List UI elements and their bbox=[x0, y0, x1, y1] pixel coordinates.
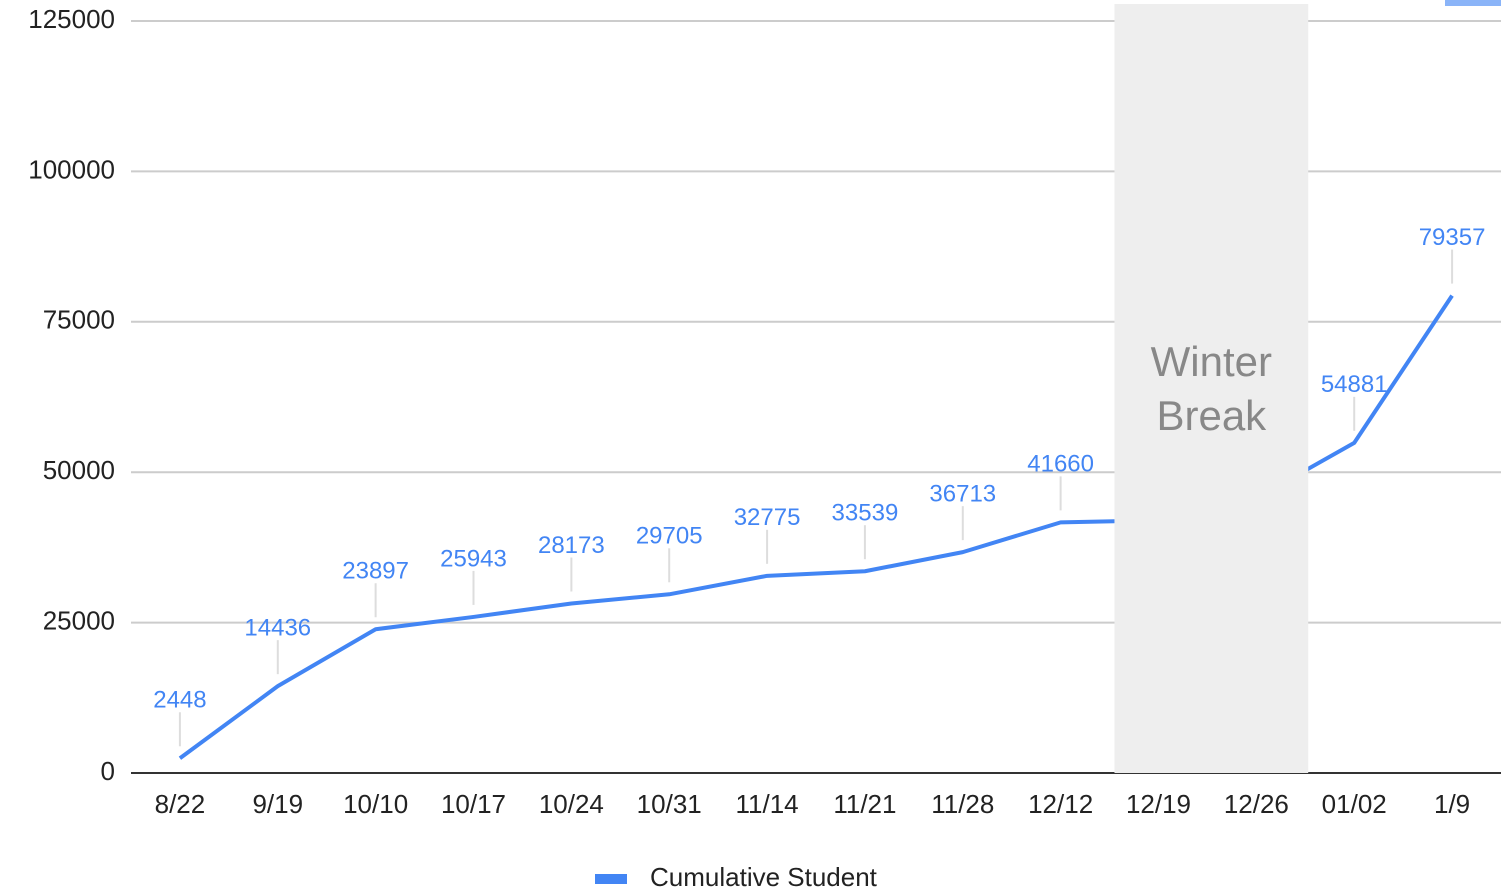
x-tick-label: 1/9 bbox=[1434, 789, 1470, 819]
x-tick-label: 9/19 bbox=[252, 789, 303, 819]
x-tick-label: 12/19 bbox=[1126, 789, 1191, 819]
x-tick-label: 11/21 bbox=[833, 789, 896, 819]
legend-swatch bbox=[595, 874, 627, 884]
data-label: 32775 bbox=[734, 504, 801, 531]
y-tick-label: 100000 bbox=[28, 154, 115, 184]
y-tick-label: 125000 bbox=[28, 4, 115, 34]
x-tick-label: 01/02 bbox=[1322, 789, 1387, 819]
y-tick-label: 75000 bbox=[43, 305, 115, 335]
annotation: Winter Break bbox=[1150, 338, 1272, 439]
data-label: 14436 bbox=[244, 614, 311, 641]
data-label: 33539 bbox=[832, 500, 899, 527]
x-tick-label: 11/14 bbox=[736, 789, 799, 819]
x-tick-label: 10/10 bbox=[343, 789, 408, 819]
annotation-box bbox=[1114, 4, 1309, 773]
y-tick-label: 50000 bbox=[43, 455, 115, 485]
data-label: 25943 bbox=[440, 545, 507, 572]
data-label: 79357 bbox=[1419, 224, 1486, 251]
x-tick-label: 10/24 bbox=[539, 789, 604, 819]
x-tick-label: 11/28 bbox=[931, 789, 994, 819]
data-label: 28173 bbox=[538, 532, 605, 559]
x-tick-label: 8/22 bbox=[155, 789, 206, 819]
x-tick-label: 12/12 bbox=[1028, 789, 1093, 819]
y-tick-label: 0 bbox=[101, 756, 115, 786]
data-label: 23897 bbox=[342, 558, 409, 585]
data-label: 36713 bbox=[929, 480, 996, 507]
x-tick-label: 10/31 bbox=[637, 789, 702, 819]
y-tick-label: 25000 bbox=[43, 605, 115, 635]
x-tick-label: 12/26 bbox=[1224, 789, 1289, 819]
data-label: 2448 bbox=[153, 687, 206, 714]
legend-label: Cumulative Student bbox=[650, 862, 878, 892]
data-label: 41660 bbox=[1027, 451, 1094, 478]
x-tick-label: 10/17 bbox=[441, 789, 506, 819]
data-label: 54881 bbox=[1321, 371, 1388, 398]
corner-decoration bbox=[1445, 0, 1501, 6]
data-label: 29705 bbox=[636, 523, 703, 550]
